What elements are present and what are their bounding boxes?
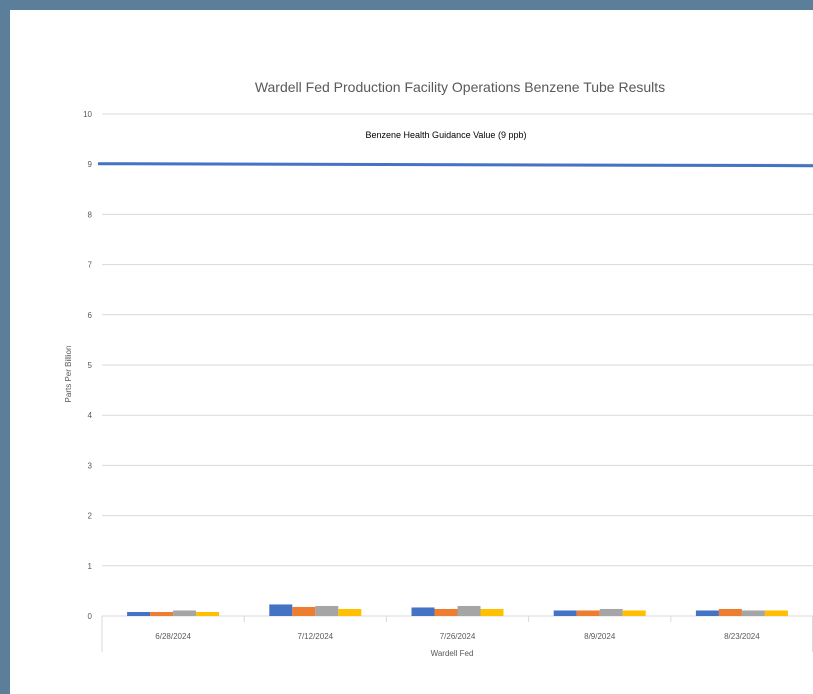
x-tick-label: 7/12/2024: [298, 632, 334, 641]
benzene-bar-chart: 6/28/2024 7/12/2024 7/26/2024 8/9/2024 8/23/…: [64, 79, 813, 658]
bar: [411, 607, 435, 616]
x-tick-label: 7/26/2024: [440, 632, 476, 641]
y-tick-label: 2: [88, 512, 93, 521]
bar: [480, 608, 504, 616]
y-axis: 0 1 2 3 4 5 6 7 8 9 10: [83, 110, 92, 621]
y-tick-label: 1: [88, 562, 93, 571]
bar: [741, 610, 765, 616]
bar: [315, 605, 339, 616]
bar: [269, 604, 293, 616]
bar: [599, 608, 623, 616]
y-tick-label: 6: [88, 311, 93, 320]
bar: [127, 611, 151, 616]
y-axis-title: Parts Per Billion: [64, 346, 73, 403]
bar: [173, 610, 197, 616]
reference-line-label: Benzene Health Guidance Value (9 ppb): [366, 130, 527, 140]
bar: [292, 606, 316, 616]
y-tick-label: 10: [83, 110, 92, 119]
y-tick-label: 3: [88, 461, 93, 470]
bar: [622, 610, 646, 616]
bar: [718, 608, 742, 616]
bar: [457, 605, 481, 616]
bar: [338, 608, 362, 616]
y-tick-label: 0: [88, 612, 93, 621]
y-tick-label: 8: [88, 210, 93, 219]
bar: [576, 610, 600, 616]
x-axis-title: Wardell Fed: [431, 649, 474, 658]
chart-frame: 6/28/2024 7/12/2024 7/26/2024 8/9/2024 8/23/…: [10, 10, 813, 694]
bar: [434, 608, 458, 616]
bar: [150, 611, 174, 616]
bar: [695, 610, 719, 616]
bar: [764, 610, 788, 616]
x-tick-label: 6/28/2024: [155, 632, 191, 641]
bars: [127, 604, 788, 616]
y-tick-label: 4: [88, 411, 93, 420]
x-axis: 6/28/2024 7/12/2024 7/26/2024 8/9/2024 8/23/…: [101, 616, 813, 652]
bar: [553, 610, 577, 616]
y-tick-label: 9: [88, 160, 93, 169]
y-tick-label: 7: [88, 261, 93, 270]
reference-line: [97, 162, 813, 168]
bar: [196, 611, 220, 616]
reference-line-group: [97, 162, 813, 168]
gridlines: [102, 113, 813, 617]
chart-title: Wardell Fed Production Facility Operatio…: [255, 79, 665, 95]
x-tick-label: 8/23/2024: [724, 632, 760, 641]
y-tick-label: 5: [88, 361, 93, 370]
x-tick-label: 8/9/2024: [584, 632, 616, 641]
